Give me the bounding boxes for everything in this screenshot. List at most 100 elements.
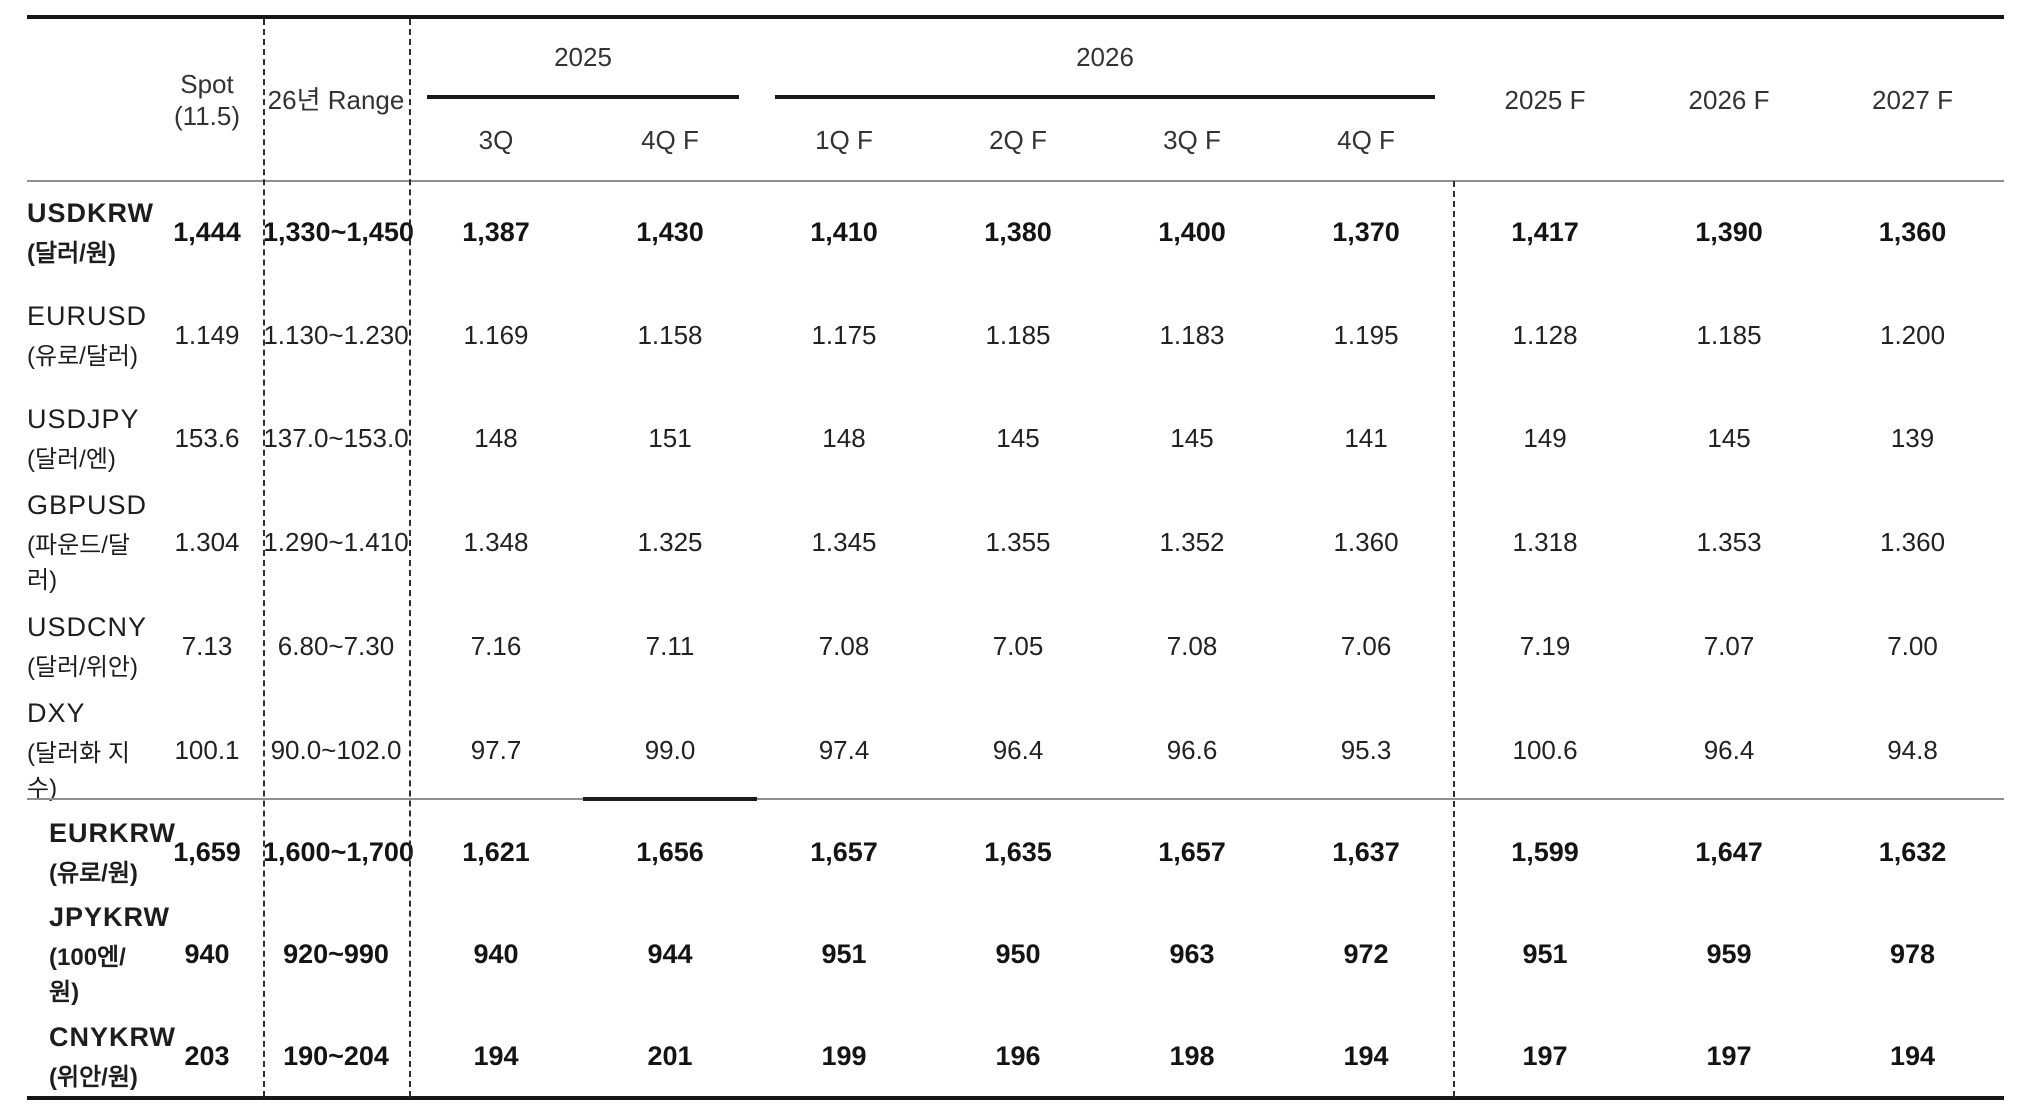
cell: 1,659 <box>173 837 241 867</box>
cell: 197 <box>1706 1041 1752 1071</box>
cell: 1,400 <box>1158 217 1226 247</box>
cell: 148 <box>822 423 866 453</box>
cell: 198 <box>1169 1041 1215 1071</box>
cell: 972 <box>1343 939 1389 969</box>
cell: 1.325 <box>637 527 703 557</box>
group-header-2026: 2026 <box>757 19 1453 99</box>
annual-column-divider <box>1453 181 1455 1097</box>
cell: 1,621 <box>462 837 530 867</box>
col-header-4qf-2026: 4Q F <box>1337 124 1395 155</box>
row-label-usdcny: USDCNY (달러/위안) <box>27 611 148 681</box>
cell: 137.0~153.0 <box>263 423 409 453</box>
cell: 1.345 <box>811 527 877 557</box>
table-section-majors: USDKRW (달러/원) 1,444 1,330~1,450 1,387 1,4… <box>27 181 2004 803</box>
cell: 920~990 <box>283 939 389 969</box>
row-label-usdkrw: USDKRW (달러/원) <box>27 197 154 267</box>
cell: 97.7 <box>470 735 522 765</box>
cell: 944 <box>647 939 693 969</box>
cell: 1,360 <box>1878 217 1947 247</box>
cell: 1.130~1.230 <box>263 320 409 350</box>
cell: 149 <box>1523 423 1567 453</box>
cell: 940 <box>184 939 230 969</box>
section-separator-dark-segment <box>583 797 757 801</box>
cell: 7.00 <box>1887 631 1938 661</box>
spot-column-divider <box>263 19 265 1097</box>
cell: 7.08 <box>1166 631 1218 661</box>
cell: 194 <box>1890 1041 1936 1071</box>
cell: 1,387 <box>462 217 530 247</box>
table-row-usdcny: USDCNY (달러/위안) 7.13 6.80~7.30 7.16 7.11 7… <box>27 595 2004 698</box>
cell: 94.8 <box>1887 735 1938 765</box>
cell: 1.304 <box>174 527 240 557</box>
cell: 1.355 <box>985 527 1051 557</box>
group-2025-label: 2025 <box>554 41 612 72</box>
cell: 1,635 <box>984 837 1052 867</box>
cell: 1,330~1,450 <box>263 217 414 247</box>
row-label-usdjpy: USDJPY (달러/엔) <box>27 403 140 473</box>
cell: 141 <box>1344 423 1388 453</box>
cell: 978 <box>1890 939 1936 969</box>
group-header-2025: 2025 <box>409 19 757 99</box>
cell: 153.6 <box>174 423 240 453</box>
table-row-gbpusd: GBPUSD (파운드/달러) 1.304 1.290~1.410 1.348 1… <box>27 490 2004 595</box>
cell: 1,444 <box>173 217 241 247</box>
cell: 1,600~1,700 <box>263 837 414 867</box>
col-header-3qf: 3Q F <box>1163 124 1221 155</box>
table-section-krw-crosses: EURKRW (유로/원) 1,659 1,600~1,700 1,621 1,6… <box>27 803 2004 1106</box>
cell: 1.175 <box>811 320 877 350</box>
table-row-cnykrw: CNYKRW (위안/원) 203 190~204 194 201 199 196… <box>27 1007 2004 1106</box>
col-header-spot: Spot (11.5) <box>151 19 263 181</box>
cell: 951 <box>1522 939 1568 969</box>
table-row-jpykrw: JPYKRW (100엔/원) 940 920~990 940 944 951 9… <box>27 902 2004 1007</box>
col-header-2026f: 2026 F <box>1688 84 1770 115</box>
row-label-eurkrw: EURKRW (유로/원) <box>49 817 176 887</box>
cell: 194 <box>473 1041 519 1071</box>
cell: 7.07 <box>1703 631 1755 661</box>
cell: 1,430 <box>636 217 704 247</box>
cell: 1.128 <box>1512 320 1578 350</box>
cell: 7.13 <box>181 631 233 661</box>
cell: 148 <box>474 423 518 453</box>
cell: 145 <box>996 423 1040 453</box>
row-label-eurusd: EURUSD (유로/달러) <box>27 300 148 370</box>
col-header-1qf: 1Q F <box>815 124 873 155</box>
cell: 139 <box>1890 423 1935 453</box>
cell: 151 <box>648 423 692 453</box>
cell: 1,656 <box>636 837 704 867</box>
cell: 145 <box>1170 423 1214 453</box>
header-separator-line <box>27 180 2004 182</box>
cell: 1,410 <box>810 217 878 247</box>
col-header-range: 26년 Range <box>267 84 405 115</box>
cell: 194 <box>1343 1041 1389 1071</box>
cell: 7.05 <box>992 631 1044 661</box>
group-2025-underline <box>427 95 739 99</box>
cell: 7.11 <box>645 631 695 661</box>
cell: 1,417 <box>1511 217 1579 247</box>
cell: 1.352 <box>1159 527 1225 557</box>
cell: 951 <box>821 939 867 969</box>
table-top-border <box>27 15 2004 19</box>
table-row-eurusd: EURUSD (유로/달러) 1.149 1.130~1.230 1.169 1.… <box>27 284 2004 387</box>
cell: 6.80~7.30 <box>277 631 395 661</box>
cell: 96.6 <box>1166 735 1218 765</box>
cell: 1.360 <box>1333 527 1399 557</box>
table-row-usdkrw: USDKRW (달러/원) 1,444 1,330~1,450 1,387 1,4… <box>27 181 2004 284</box>
table-header: Spot (11.5) 26년 Range 2025 2026 <box>27 19 2004 181</box>
col-header-2025f: 2025 F <box>1504 84 1586 115</box>
table-bottom-border <box>27 1096 2004 1100</box>
cell: 1.195 <box>1333 320 1399 350</box>
cell: 1.290~1.410 <box>263 527 409 557</box>
cell: 196 <box>995 1041 1041 1071</box>
cell: 96.4 <box>992 735 1044 765</box>
cell: 1,637 <box>1332 837 1400 867</box>
cell: 1,370 <box>1332 217 1400 247</box>
cell: 7.19 <box>1519 631 1571 661</box>
row-label-cnykrw: CNYKRW (위안/원) <box>49 1021 176 1091</box>
cell: 7.16 <box>470 631 522 661</box>
row-label-dxy: DXY (달러화 지수) <box>27 698 130 802</box>
group-2026-underline <box>775 95 1436 99</box>
table-row-dxy: DXY (달러화 지수) 100.1 90.0~102.0 97.7 99.0 9… <box>27 698 2004 803</box>
cell: 963 <box>1169 939 1215 969</box>
cell: 100.6 <box>1512 735 1578 765</box>
cell: 940 <box>473 939 519 969</box>
